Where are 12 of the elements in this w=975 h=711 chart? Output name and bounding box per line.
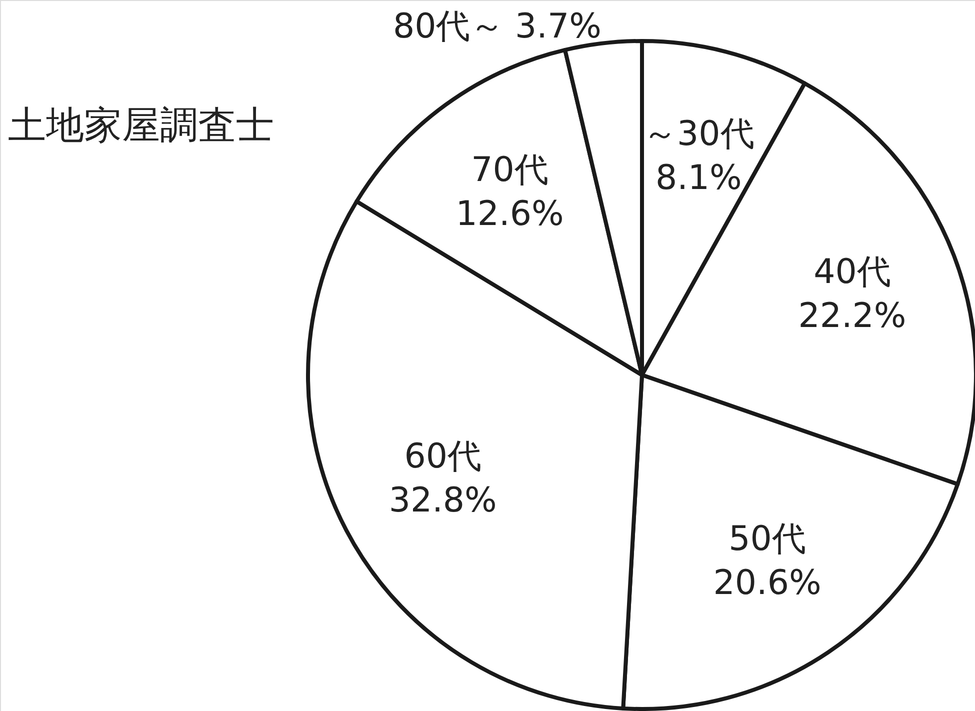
data-label: 12.6%: [456, 194, 564, 234]
data-label: 8.1%: [655, 158, 742, 198]
data-label: 32.8%: [388, 480, 497, 521]
slice-label: 40代: [814, 252, 891, 292]
slice-label: 70代: [471, 150, 548, 190]
slice-label: 60代: [404, 436, 482, 477]
slice-label: 80代～ 3.7%: [392, 6, 602, 46]
slice-label: ～30代: [643, 114, 754, 154]
slice-label: 50代: [728, 518, 806, 559]
data-label: 22.2%: [798, 296, 906, 336]
data-label: 20.6%: [713, 562, 822, 603]
text: 土地家屋調査士: [8, 103, 274, 147]
